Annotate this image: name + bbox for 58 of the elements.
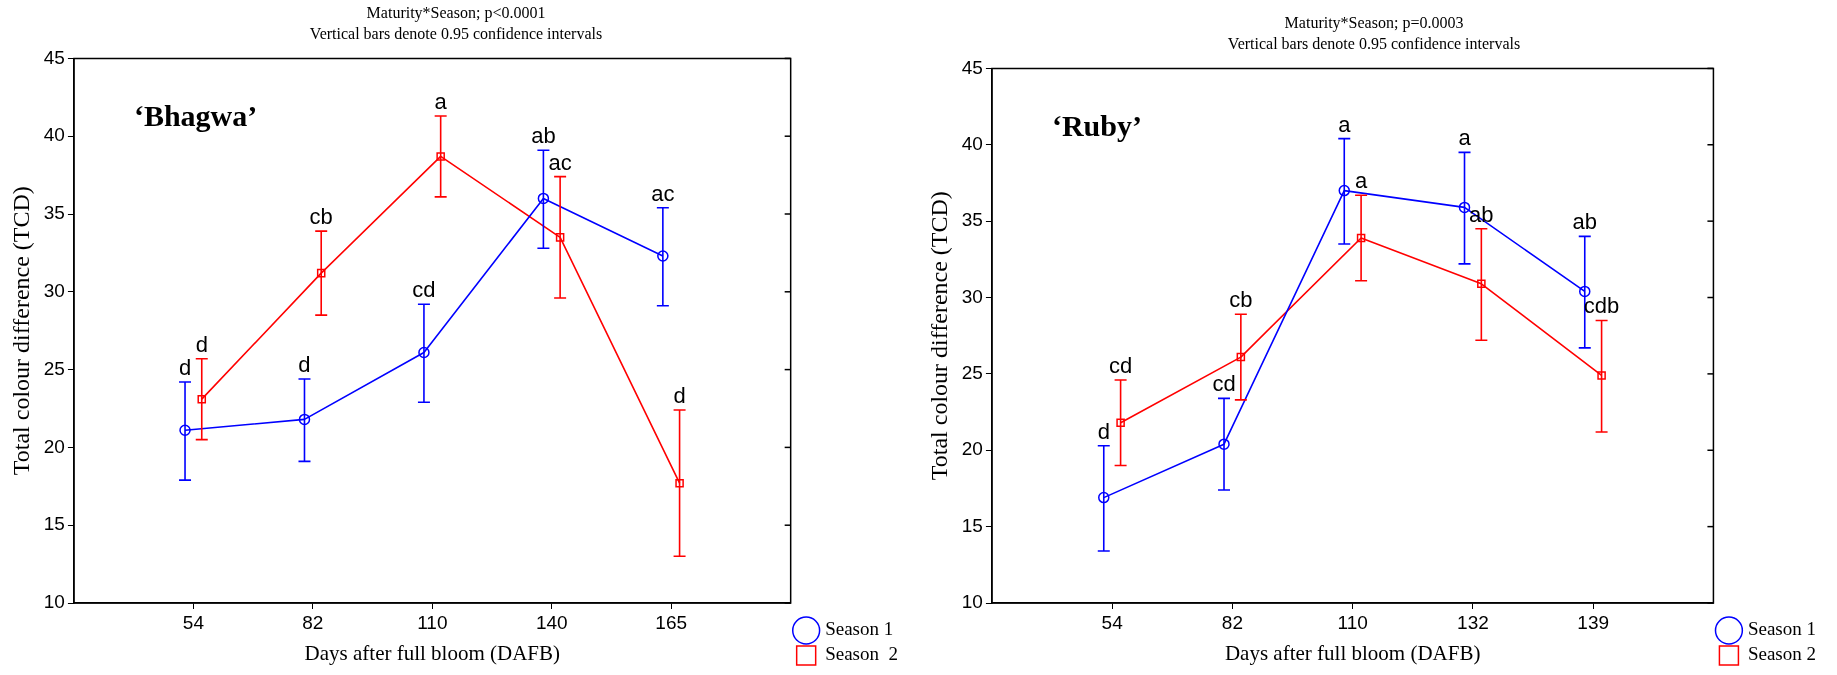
annotation: cd <box>412 277 436 303</box>
annotation: d <box>195 331 208 357</box>
x-tick-label: 82 <box>1221 611 1243 633</box>
x-tick-label: 54 <box>1101 611 1124 633</box>
y-axis-title: Total colour difference (TCD) <box>7 186 34 476</box>
annotation: ac <box>651 180 675 206</box>
annotation: d <box>673 383 686 409</box>
chart-title: Maturity*Season; p=0.0003 <box>1284 13 1464 32</box>
annotation: ‘Bhagwa’ <box>133 99 258 133</box>
x-tick-label: 54 <box>182 611 205 633</box>
x-axis-title: Days after full bloom (DAFB) <box>304 640 561 665</box>
y-tick-label: 30 <box>961 285 983 307</box>
y-tick-label: 25 <box>961 362 983 384</box>
annotation: d <box>1097 418 1110 444</box>
legend-label: Season 1 <box>1747 618 1816 640</box>
y-tick-label: 10 <box>43 591 65 613</box>
y-tick-label: 35 <box>961 209 983 231</box>
annotation: a <box>1354 168 1368 194</box>
x-tick-label: 140 <box>535 611 568 633</box>
annotation: a <box>1338 111 1352 137</box>
y-tick-label: 20 <box>961 438 983 460</box>
legend-label: Season 2 <box>1747 643 1816 665</box>
y-tick-label: 25 <box>43 357 65 379</box>
annotation: ac <box>548 149 572 175</box>
annotation: a <box>1458 125 1472 151</box>
x-tick-label: 139 <box>1577 611 1610 633</box>
y-tick-label: 10 <box>961 591 983 613</box>
y-tick-label: 15 <box>43 513 65 535</box>
x-axis-title: Days after full bloom (DAFB) <box>1224 640 1481 665</box>
y-tick-label: 30 <box>43 280 65 302</box>
annotation: cb <box>1229 287 1253 313</box>
y-tick-label: 45 <box>43 46 65 68</box>
x-tick-label: 165 <box>655 611 688 633</box>
y-tick-label: 40 <box>961 133 983 155</box>
annotation: a <box>434 89 448 115</box>
legend-label: Season 1 <box>825 618 894 640</box>
chart-title: Maturity*Season; p<0.0001 <box>366 3 546 22</box>
annotation: ‘Ruby’ <box>1051 109 1142 143</box>
annotation: cb <box>309 204 333 230</box>
annotation: cd <box>1212 371 1236 397</box>
y-tick-label: 20 <box>43 435 65 457</box>
x-tick-label: 82 <box>302 611 324 633</box>
annotation: d <box>178 355 192 381</box>
annotation: ab <box>531 123 556 149</box>
x-tick-label: 110 <box>1337 611 1368 633</box>
chart-subtitle: Vertical bars denote 0.95 confidence intervals <box>1227 35 1521 52</box>
y-tick-label: 45 <box>961 56 983 78</box>
annotation: d <box>298 352 311 377</box>
x-tick-label: 110 <box>417 611 448 633</box>
y-axis-title: Total colour difference (TCD) <box>925 191 952 481</box>
y-tick-label: 15 <box>961 514 983 536</box>
legend-label: Season 2 <box>825 643 898 665</box>
annotation: cd <box>1108 353 1133 379</box>
y-tick-label: 40 <box>43 124 65 146</box>
annotation: ab <box>1572 209 1597 235</box>
y-tick-label: 35 <box>43 202 65 224</box>
x-tick-label: 132 <box>1457 611 1489 633</box>
chart-subtitle: Vertical bars denote 0.95 confidence intervals <box>309 25 603 42</box>
